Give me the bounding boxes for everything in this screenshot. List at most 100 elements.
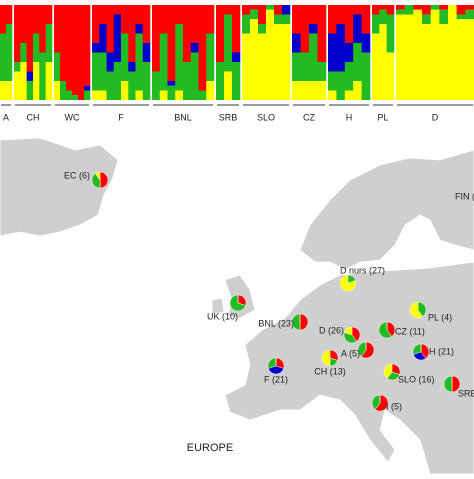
pie-label: UK (10) <box>207 311 238 321</box>
ancestry-segment <box>14 71 21 100</box>
structure-plot: A CH WC F BNL SRB SLO CZ H PL D <box>0 5 474 122</box>
ancestry-segment <box>274 5 283 15</box>
pie-label: D nurs (27) <box>340 265 385 275</box>
ancestry-segment <box>106 5 115 53</box>
pie-slice <box>321 349 331 367</box>
ancestry-segment <box>250 19 259 100</box>
ancestry-segment <box>274 24 283 100</box>
ancestry-segment <box>128 62 136 72</box>
ancestry-segment <box>309 81 318 100</box>
pie-label: D (26) <box>319 325 344 335</box>
ancestry-segment <box>84 5 91 86</box>
ancestry-segment <box>190 43 199 53</box>
ancestry-segment <box>224 71 233 100</box>
ancestry-segment <box>336 24 346 72</box>
country-label: FIN ( <box>455 191 474 201</box>
group-label: CZ <box>303 112 315 122</box>
ancestry-segment <box>66 90 73 100</box>
pie-slice <box>344 326 353 336</box>
ancestry-segment <box>336 71 346 100</box>
ancestry-segment <box>328 33 337 72</box>
ancestry-segment <box>6 81 13 100</box>
ancestry-segment <box>26 81 34 100</box>
ancestry-segment <box>300 5 310 53</box>
ancestry-segment <box>54 81 61 100</box>
pie-label: CZ (11) <box>395 326 425 336</box>
ancestry-segment <box>167 5 176 81</box>
ancestry-segment <box>456 5 466 15</box>
ancestry-segment <box>26 71 34 81</box>
pie-slice <box>375 394 389 412</box>
pie-label: PL (4) <box>428 312 452 322</box>
ancestry-segment <box>430 5 440 10</box>
ancestry-segment <box>396 14 405 100</box>
ancestry-segment <box>386 5 395 15</box>
ancestry-segment <box>72 95 79 100</box>
ancestry-segment <box>300 81 310 100</box>
group-label: F <box>118 112 124 122</box>
pie-slice <box>343 332 357 344</box>
ancestry-segment <box>121 33 129 81</box>
pie-slice <box>91 173 101 189</box>
ancestry-segment <box>0 5 7 34</box>
pie-slice <box>357 341 367 357</box>
ancestry-segment <box>266 9 275 100</box>
ancestry-segment <box>224 5 233 15</box>
ancestry-segment <box>456 19 466 100</box>
pie-slice <box>371 394 381 410</box>
ancestry-segment <box>72 5 79 96</box>
ancestry-segment <box>113 5 122 15</box>
north-america <box>0 137 119 237</box>
ancestry-segment <box>92 5 100 43</box>
pie-slice <box>443 375 453 393</box>
ancestry-segment <box>33 5 40 34</box>
ancestry-segment <box>379 9 387 24</box>
pie-slice <box>386 321 396 337</box>
group-label: WC <box>65 112 80 122</box>
pie-slice <box>99 171 109 189</box>
group-label: SRB <box>219 112 238 122</box>
ancestry-segment <box>54 5 61 53</box>
ancestry-segment <box>250 9 259 20</box>
ancestry-segment <box>328 90 337 100</box>
ancestry-segment <box>232 62 241 100</box>
group-label: CH <box>27 112 40 122</box>
ancestry-segment <box>274 14 283 24</box>
ancestry-segment <box>99 52 107 91</box>
ancestry-segment <box>6 24 13 81</box>
ancestry-segment <box>92 43 100 53</box>
ancestry-segment <box>422 5 431 15</box>
ancestry-segment <box>317 5 327 62</box>
pie-label: A (5) <box>341 348 360 358</box>
pie-slice <box>299 313 309 331</box>
ancestry-segment <box>128 71 136 100</box>
ancestry-segment <box>198 5 207 91</box>
map-title: EUROPE <box>187 442 233 454</box>
ancestry-segment <box>60 81 67 100</box>
group-label: A <box>3 112 9 122</box>
ancestry-segment <box>372 33 380 100</box>
ancestry-segment <box>113 62 122 100</box>
pie-layer: EC (6) UK (10) BNL (23) D nurs (27) D (26) PL… <box>64 170 474 411</box>
group-label: SLO <box>257 112 275 122</box>
ancestry-segment <box>413 9 423 100</box>
ancestry-segment <box>344 5 354 43</box>
pie-label: H (21) <box>429 346 454 356</box>
ancestry-segment <box>250 5 259 10</box>
ancestry-segment <box>422 24 431 100</box>
ancestry-segment <box>317 81 327 100</box>
ancestry-segment <box>439 24 449 100</box>
ancestry-segment <box>175 24 184 91</box>
pie-label: EC (6) <box>64 170 90 180</box>
ancestry-segment <box>39 52 46 100</box>
ancestry-segment <box>328 5 337 34</box>
ancestry-segment <box>106 52 115 72</box>
ancestry-segment <box>430 9 440 100</box>
ancestry-segment <box>128 5 136 62</box>
ancestry-segment <box>216 62 225 100</box>
ancestry-segment <box>242 33 251 100</box>
continental-europe <box>224 261 474 475</box>
ancestry-segment <box>439 9 449 24</box>
ancestry-segment <box>142 43 151 62</box>
